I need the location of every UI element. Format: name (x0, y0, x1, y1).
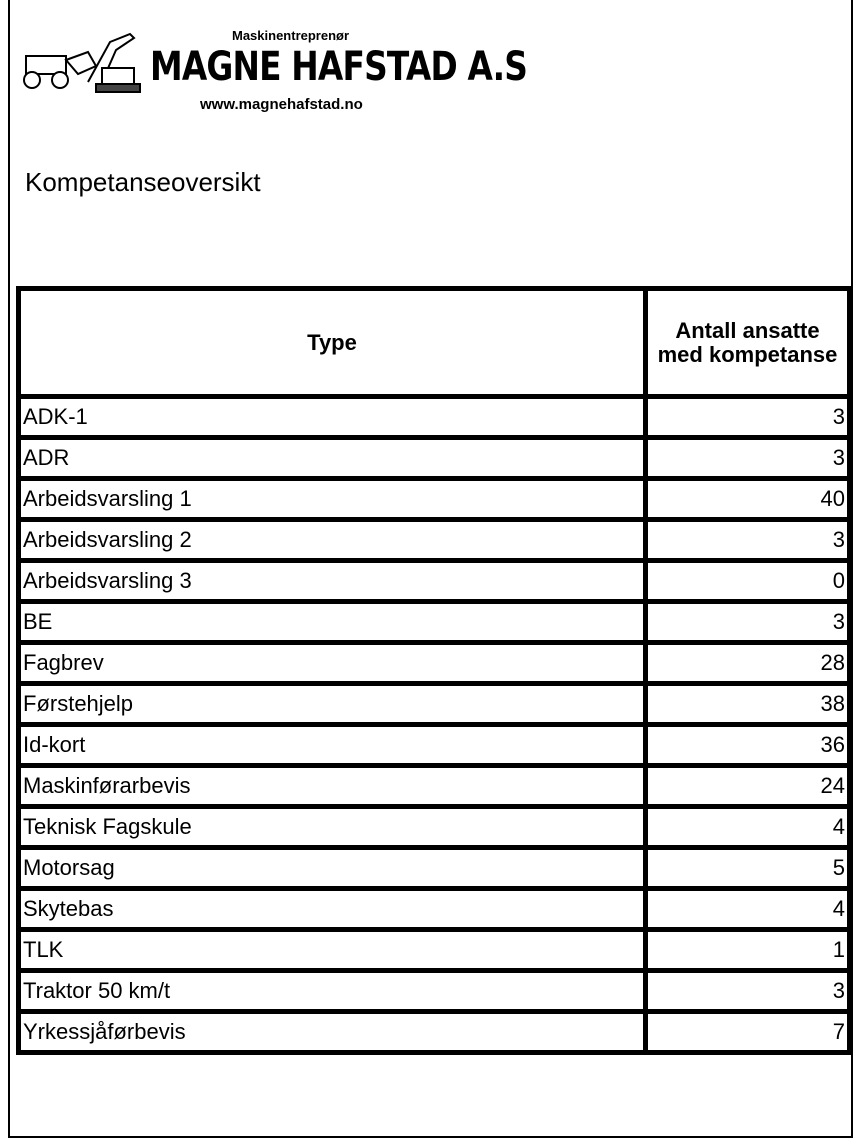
count-cell: 38 (643, 681, 852, 727)
type-cell: Teknisk Fagskule (16, 804, 648, 850)
count-cell: 7 (643, 1009, 852, 1055)
type-cell: Maskinførarbevis (16, 763, 648, 809)
table-row: Maskinførarbevis 24 (16, 763, 852, 809)
competence-table: Type Antall ansatte med kompetanse ADK-1… (16, 286, 852, 1055)
column-header: Antall ansatte med kompetanse (643, 286, 852, 399)
table-row: Id-kort 36 (16, 722, 852, 768)
type-cell: Traktor 50 km/t (16, 968, 648, 1014)
count-cell: 4 (643, 886, 852, 932)
count-cell: 3 (643, 968, 852, 1014)
table-row: Skytebas 4 (16, 886, 852, 932)
type-cell: Arbeidsvarsling 2 (16, 517, 648, 563)
table-row: Fagbrev 28 (16, 640, 852, 686)
table-row: Arbeidsvarsling 1 40 (16, 476, 852, 522)
table-row: TLK 1 (16, 927, 852, 973)
count-cell: 5 (643, 845, 852, 891)
count-cell: 0 (643, 558, 852, 604)
table-row: ADR 3 (16, 435, 852, 481)
company-name: MAGNE HAFSTAD A.S (150, 44, 528, 90)
type-cell: Yrkessjåførbevis (16, 1009, 648, 1055)
count-cell: 24 (643, 763, 852, 809)
table-row: ADK-1 3 (16, 394, 852, 440)
document-title: Kompetanseoversikt (25, 167, 261, 197)
header-row: Type Antall ansatte med kompetanse (16, 286, 852, 399)
logo-icon (23, 32, 141, 93)
type-cell: BE (16, 599, 648, 645)
table-row: Traktor 50 km/t 3 (16, 968, 852, 1014)
type-cell: Førstehjelp (16, 681, 648, 727)
type-cell: ADK-1 (16, 394, 648, 440)
count-cell: 3 (643, 599, 852, 645)
table-row: BE 3 (16, 599, 852, 645)
count-cell: 3 (643, 394, 852, 440)
type-cell: Skytebas (16, 886, 648, 932)
table-row: Førstehjelp 38 (16, 681, 852, 727)
website: www.magnehafstad.no (200, 96, 363, 113)
count-cell: 36 (643, 722, 852, 768)
count-cell: 4 (643, 804, 852, 850)
count-cell: 40 (643, 476, 852, 522)
type-cell: ADR (16, 435, 648, 481)
type-cell: Arbeidsvarsling 3 (16, 558, 648, 604)
type-cell: Fagbrev (16, 640, 648, 686)
type-cell: Arbeidsvarsling 1 (16, 476, 648, 522)
table-row: Motorsag 5 (16, 845, 852, 891)
table-row: Yrkessjåførbevis 7 (16, 1009, 852, 1055)
count-cell: 3 (643, 517, 852, 563)
table-row: Teknisk Fagskule 4 (16, 804, 852, 850)
type-cell: Motorsag (16, 845, 648, 891)
type-cell: Id-kort (16, 722, 648, 768)
count-cell: 1 (643, 927, 852, 973)
column-header: Type (16, 286, 648, 399)
type-cell: TLK (16, 927, 648, 973)
page-frame (8, 0, 853, 1138)
count-cell: 3 (643, 435, 852, 481)
tagline: Maskinentreprenør (232, 28, 350, 43)
count-cell: 28 (643, 640, 852, 686)
